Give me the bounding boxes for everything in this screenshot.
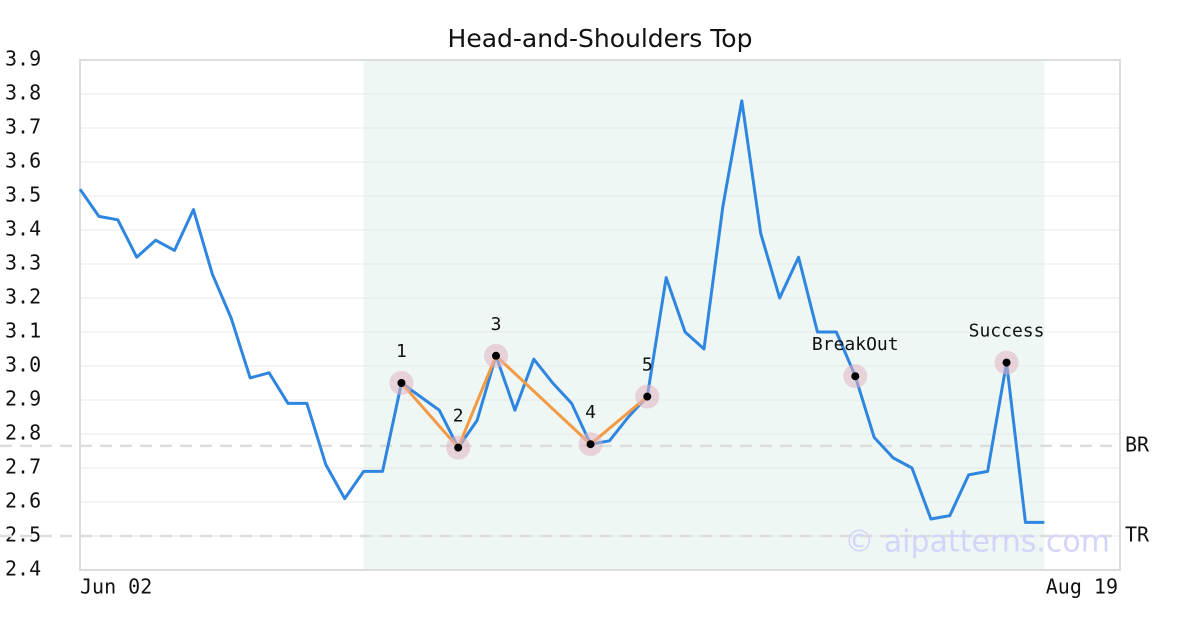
y-tick-label: 3.1	[5, 319, 41, 343]
x-tick-label: Jun 02	[80, 575, 152, 599]
y-tick-label: 3.0	[5, 353, 41, 377]
marker-label: 1	[396, 341, 407, 362]
y-tick-label: 3.9	[5, 47, 41, 71]
plot-frame	[79, 59, 1121, 571]
pattern-region	[363, 60, 1045, 570]
marker-dot	[454, 443, 463, 452]
y-tick-label: 3.4	[5, 217, 41, 241]
marker-dot	[851, 372, 860, 381]
level-label: BR	[1125, 432, 1150, 456]
y-tick-label: 2.8	[5, 421, 41, 445]
level-label: TR	[1125, 523, 1150, 547]
marker-dot	[397, 379, 406, 387]
marker-label: 5	[642, 355, 653, 376]
y-tick-label: 3.7	[5, 115, 41, 139]
y-tick-label: 3.8	[5, 81, 41, 105]
marker-label: 2	[453, 406, 464, 427]
x-tick-label: Aug 19	[1046, 575, 1118, 599]
marker-label: BreakOut	[812, 334, 899, 355]
y-tick-label: 3.2	[5, 285, 41, 309]
marker-dot	[586, 440, 595, 449]
y-tick-label: 3.3	[5, 251, 41, 275]
y-tick-label: 2.4	[5, 557, 41, 581]
chart-title: Head-and-Shoulders Top	[448, 24, 753, 53]
y-tick-label: 3.5	[5, 183, 41, 207]
marker-label: 3	[491, 314, 502, 335]
y-tick-label: 2.7	[5, 455, 41, 479]
y-tick-label: 2.5	[5, 523, 41, 547]
price-line	[78, 99, 1045, 524]
y-tick-label: 2.6	[5, 489, 41, 513]
marker-dot	[643, 392, 652, 401]
marker-dot	[1002, 358, 1011, 367]
marker-label: 4	[585, 402, 596, 423]
marker-label: Success	[969, 321, 1045, 342]
y-tick-label: 2.9	[5, 387, 41, 411]
watermark: © aipatterns.com	[844, 525, 1110, 560]
y-tick-label: 3.6	[5, 149, 41, 173]
marker-dot	[492, 351, 500, 360]
